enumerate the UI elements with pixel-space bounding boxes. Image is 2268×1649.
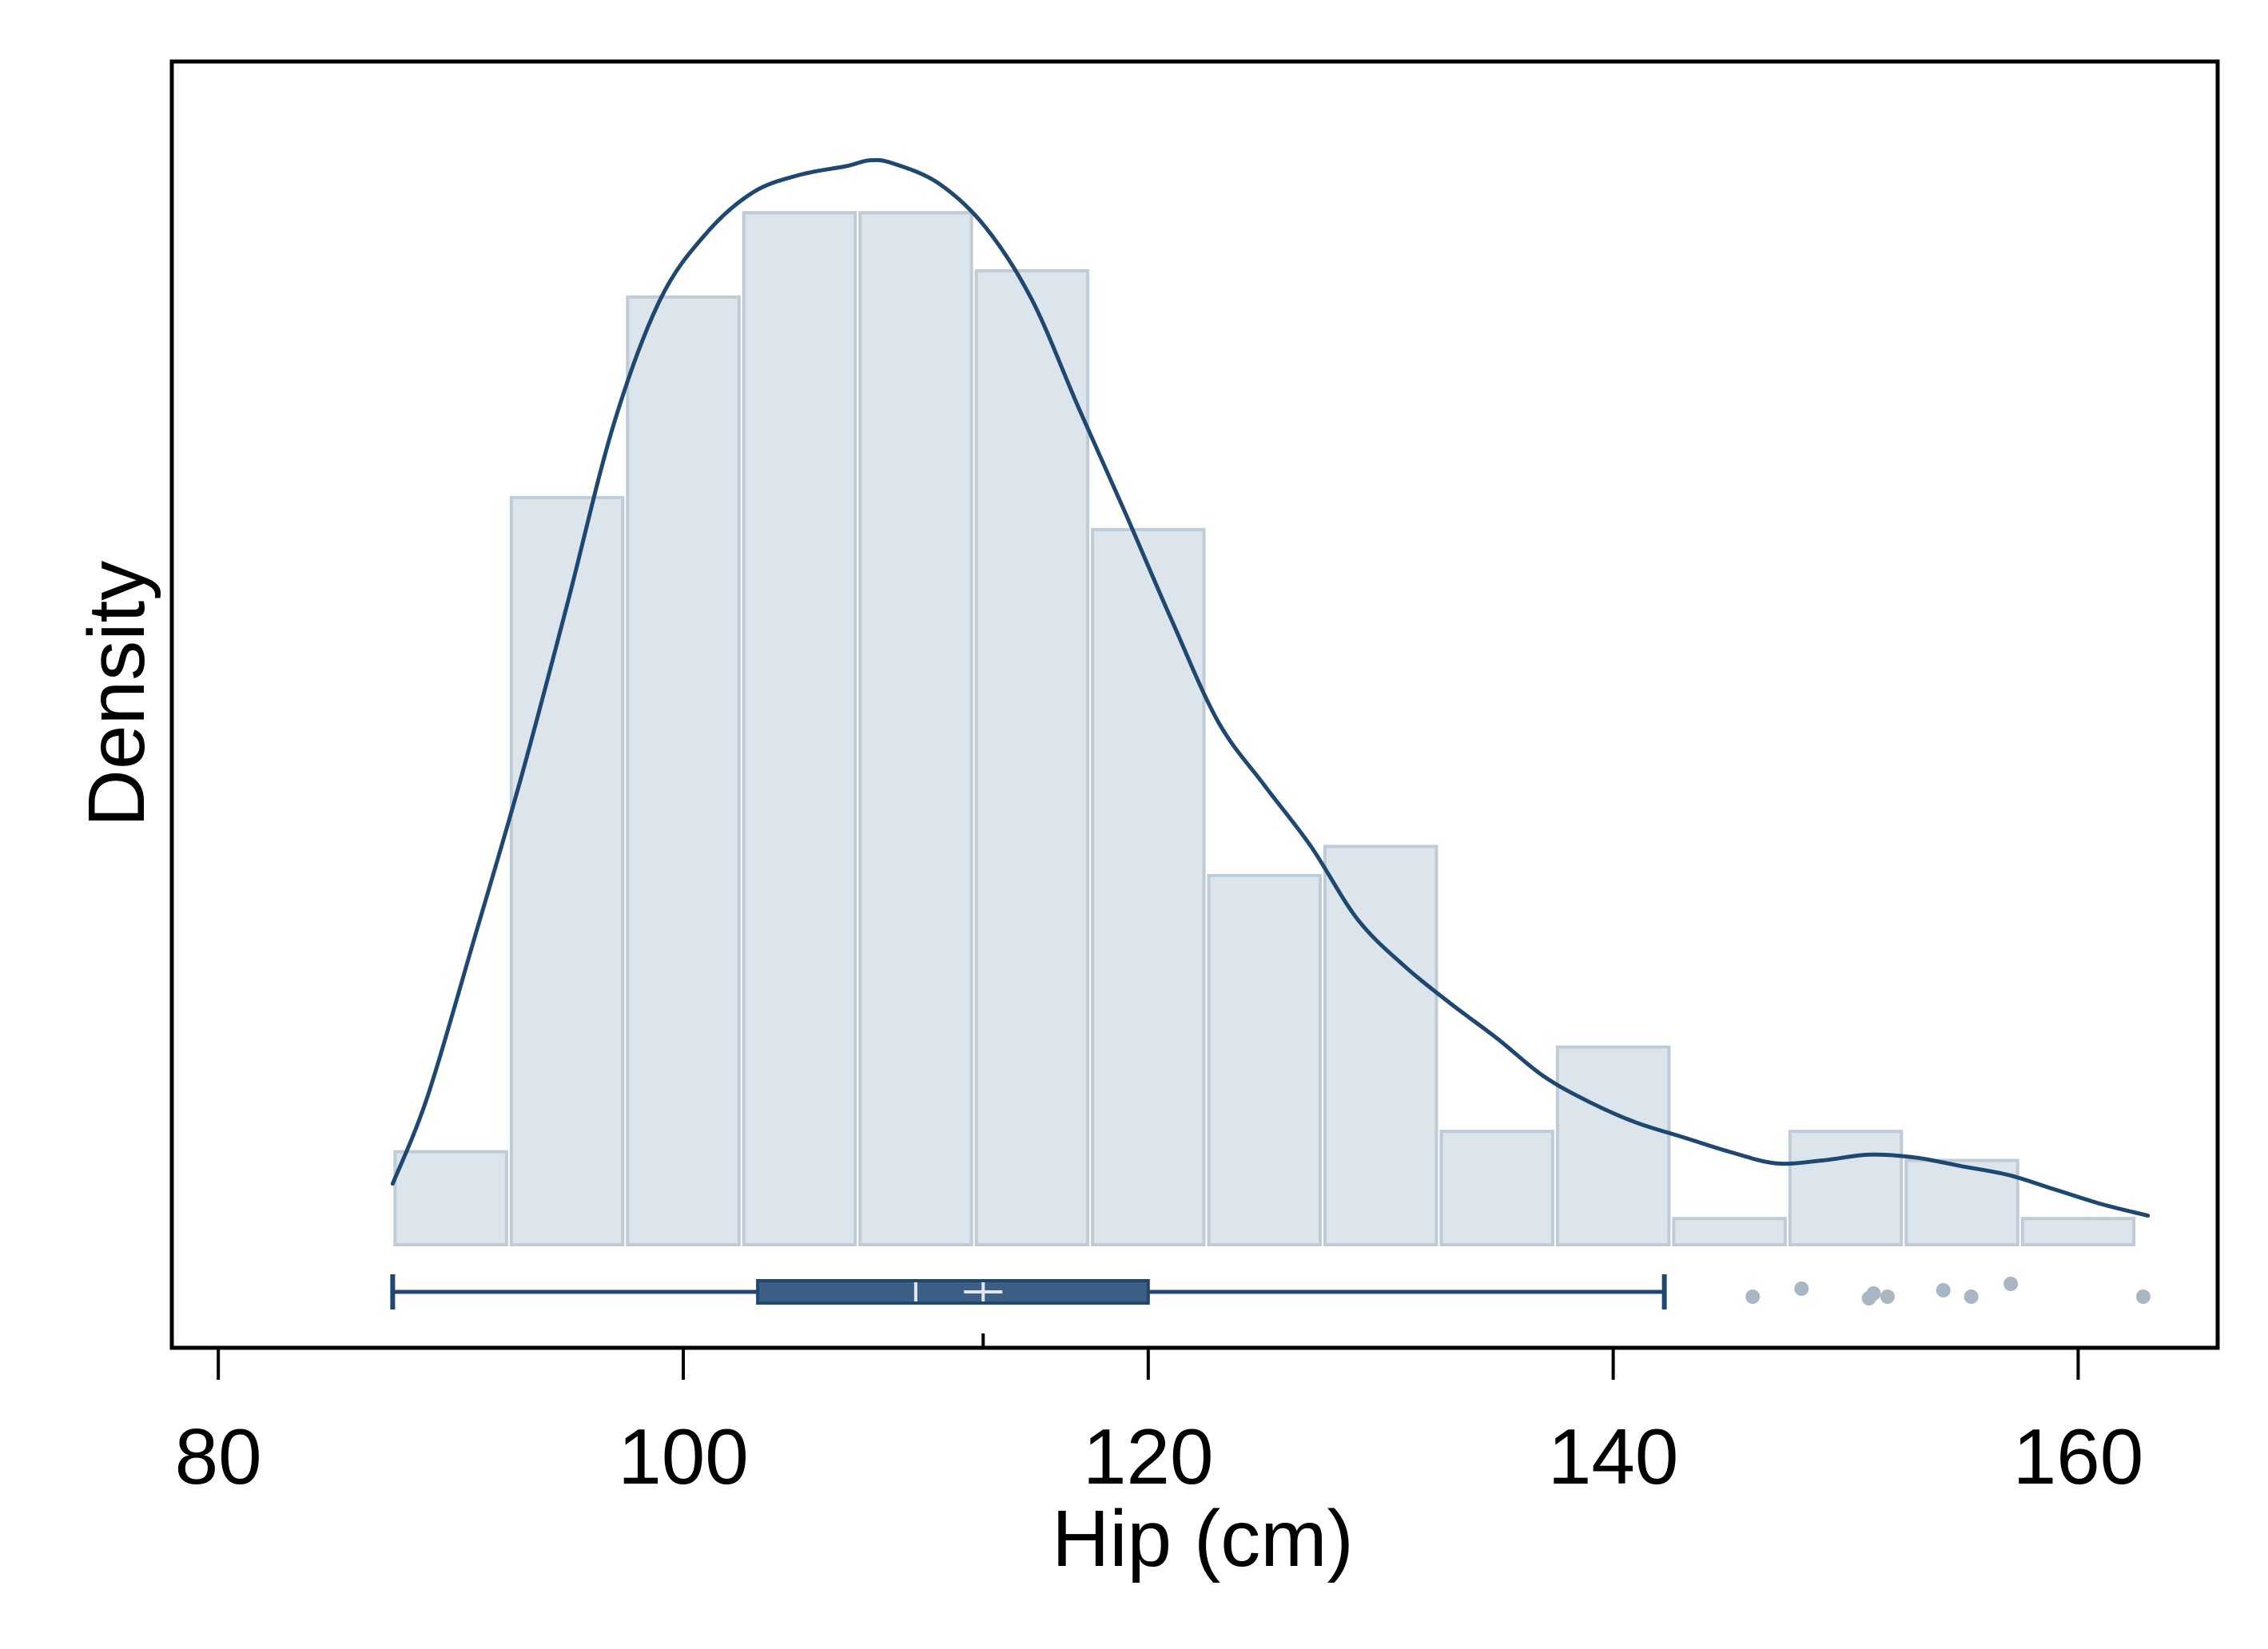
histogram-bar bbox=[858, 211, 973, 1247]
x-axis-tick-label: 140 bbox=[1548, 1413, 1679, 1500]
histogram-bar bbox=[626, 295, 741, 1246]
boxplot-outlier bbox=[1745, 1289, 1761, 1304]
boxplot-outlier bbox=[1866, 1286, 1881, 1301]
x-axis-tick-label: 80 bbox=[175, 1413, 262, 1500]
histogram-bar bbox=[2020, 1217, 2136, 1246]
boxplot-box bbox=[756, 1279, 1150, 1305]
histogram-bar bbox=[1091, 527, 1206, 1246]
boxplot-outlier bbox=[2003, 1277, 2019, 1291]
boxplot-outlier bbox=[2135, 1289, 2151, 1304]
boxplot-outlier bbox=[1964, 1289, 1979, 1304]
histogram-bar bbox=[1439, 1130, 1554, 1246]
density-curve-layer bbox=[390, 157, 2151, 1218]
y-axis-label: Density bbox=[72, 561, 161, 827]
histogram-bar bbox=[1555, 1045, 1671, 1246]
boxplot-outlier bbox=[1880, 1289, 1895, 1304]
boxplot-outlier bbox=[1794, 1281, 1809, 1296]
boxplot-layer bbox=[390, 1274, 2151, 1309]
x-axis-tick-label: 120 bbox=[1083, 1413, 1214, 1500]
x-axis-tick-label: 100 bbox=[618, 1413, 749, 1500]
histogram-bar bbox=[1788, 1130, 1904, 1246]
x-axis-tick-label: 160 bbox=[2013, 1413, 2144, 1500]
histogram-bar bbox=[742, 211, 857, 1247]
histogram-bar bbox=[974, 268, 1090, 1246]
plot-frame bbox=[169, 59, 2220, 1350]
histogram-bar bbox=[1207, 873, 1322, 1246]
histogram-bar bbox=[393, 1150, 508, 1246]
x-axis-label: Hip (cm) bbox=[1052, 1494, 1354, 1583]
density-curve bbox=[390, 157, 2151, 1218]
boxplot-outlier bbox=[1936, 1283, 1951, 1297]
histogram-bar bbox=[509, 495, 625, 1246]
histogram-bar bbox=[1672, 1217, 1787, 1246]
x-axis: 80 100 120 140 160 bbox=[175, 1333, 2144, 1500]
histogram-bar bbox=[1323, 844, 1438, 1246]
histogram-bars bbox=[393, 211, 2136, 1247]
